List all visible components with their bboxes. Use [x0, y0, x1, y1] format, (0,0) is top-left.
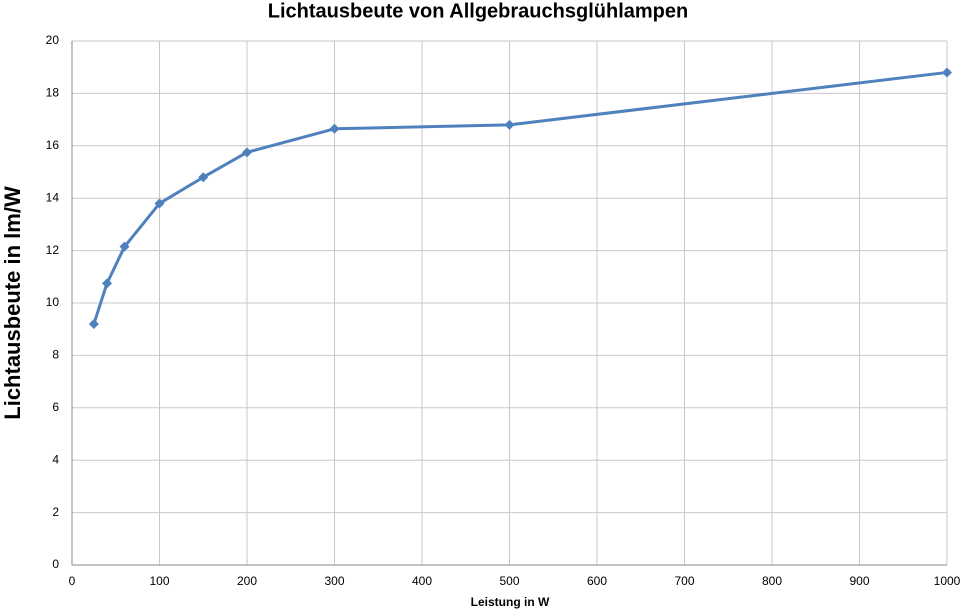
y-tick-label: 6 [52, 400, 59, 414]
y-tick-label: 20 [46, 33, 60, 47]
data-marker [102, 278, 112, 289]
data-marker [88, 318, 99, 329]
x-tick-label: 1000 [934, 574, 960, 588]
data-marker [329, 123, 340, 134]
data-marker [119, 241, 130, 252]
y-tick-label: 2 [52, 505, 59, 519]
data-marker [504, 119, 515, 130]
x-tick-label: 900 [849, 574, 869, 588]
x-tick-label: 300 [324, 574, 344, 588]
x-tick-label: 600 [587, 574, 607, 588]
y-tick-label: 4 [52, 452, 59, 466]
data-marker [198, 172, 209, 183]
y-tick-label: 8 [52, 348, 59, 362]
y-tick-label: 16 [46, 138, 60, 152]
y-tick-label: 12 [46, 243, 60, 257]
chart-title: Lichtausbeute von Allgebrauchsglühlampen [268, 0, 688, 22]
x-tick-label: 500 [499, 574, 519, 588]
x-axis-label: Leistung in W [471, 595, 550, 609]
data-marker [942, 67, 952, 78]
y-tick-label: 14 [46, 190, 60, 204]
x-tick-label: 700 [674, 574, 694, 588]
x-tick-label: 800 [762, 574, 782, 588]
x-tick-label: 400 [412, 574, 432, 588]
data-marker [242, 147, 252, 158]
y-tick-label: 18 [46, 86, 60, 100]
x-tick-label: 100 [149, 574, 169, 588]
x-tick-label: 0 [69, 574, 76, 588]
y-axis-label: Lichtausbeute in lm/W [0, 186, 25, 420]
data-marker [154, 198, 165, 209]
x-tick-label: 200 [237, 574, 257, 588]
y-tick-label: 0 [52, 557, 59, 571]
y-tick-label: 10 [46, 295, 60, 309]
